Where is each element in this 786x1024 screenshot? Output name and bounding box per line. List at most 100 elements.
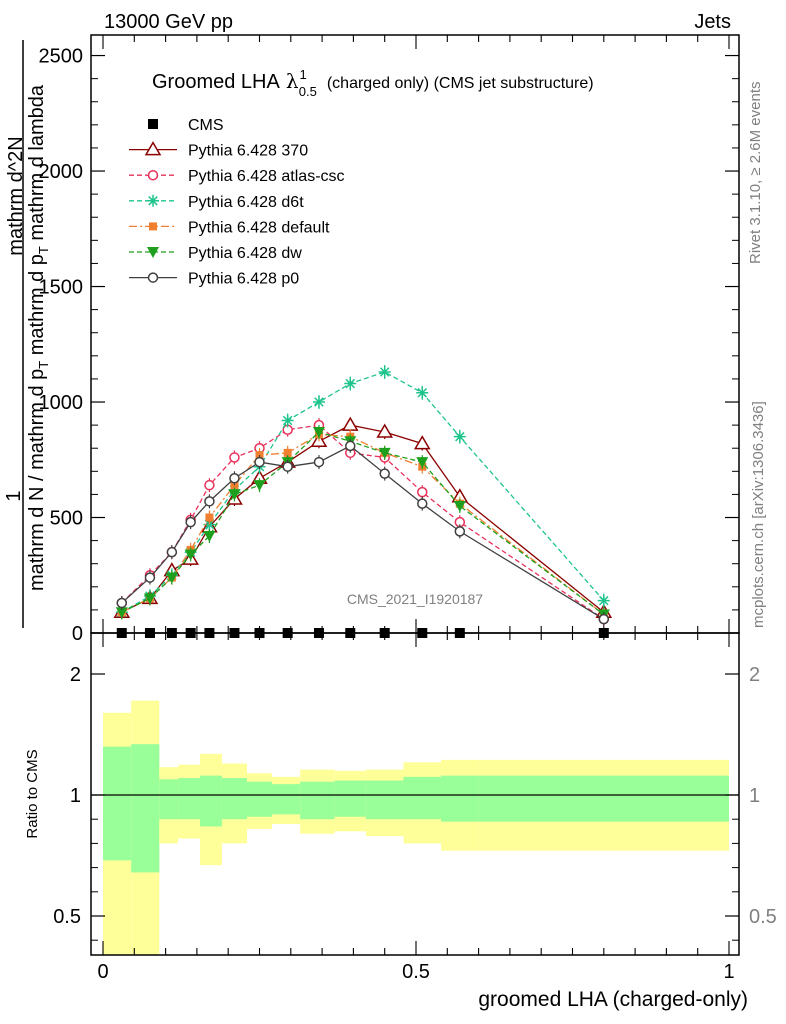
ratio-bands xyxy=(103,700,729,955)
rivet-label: Rivet 3.1.10, ≥ 2.6M events xyxy=(747,82,764,265)
legend-marker-d6t xyxy=(147,194,159,207)
header-right: Jets xyxy=(694,11,731,33)
point-d6t xyxy=(312,396,325,409)
ratio-tick-label-right: 1 xyxy=(749,785,760,807)
legend-label-d6t: Pythia 6.428 d6t xyxy=(188,194,304,211)
legend-label-dw: Pythia 6.428 dw xyxy=(188,245,302,262)
ratio-inner-band xyxy=(478,775,729,822)
ratio-inner-band xyxy=(221,778,247,820)
legend-label-p370: Pythia 6.428 370 xyxy=(188,143,308,160)
point-p0 xyxy=(313,456,325,468)
legend-entry-p370: Pythia 6.428 370 xyxy=(129,141,308,160)
point-atlas xyxy=(204,479,215,491)
point-default xyxy=(283,448,292,457)
x-tick-label: 0 xyxy=(97,961,108,983)
point-dw xyxy=(203,530,216,542)
legend-label-atlas: Pythia 6.428 atlas-csc xyxy=(188,168,345,185)
ratio-frame xyxy=(90,632,740,956)
ylabel-denominator: mathrm d N / mathrm d pT mathrm d pT mat… xyxy=(26,84,51,591)
ratio-inner-band xyxy=(272,784,301,815)
ratio-inner-band xyxy=(246,781,273,817)
point-p0 xyxy=(144,572,156,583)
watermark: CMS_2021_I1920187 xyxy=(347,591,483,607)
ylabel-one: 1 xyxy=(3,490,25,501)
ratio-inner-band xyxy=(403,776,442,820)
point-dw xyxy=(312,427,325,439)
point-p0 xyxy=(204,496,215,507)
point-p370 xyxy=(413,435,431,450)
ratio-inner-band xyxy=(131,744,160,873)
point-p0 xyxy=(254,456,265,468)
plot-title: Groomed LHA λ1 0.5 (charged only) (CMS jet … xyxy=(152,67,594,99)
legend-marker-default xyxy=(149,222,157,231)
legend-entry-p0: Pythia 6.428 p0 xyxy=(129,271,299,288)
point-dw xyxy=(228,489,241,501)
point-dw xyxy=(453,500,466,512)
series-p0 xyxy=(116,438,610,627)
ratio-inner-band xyxy=(300,781,335,820)
ratio-ylabel: Ratio to CMS xyxy=(24,749,41,838)
legend-entry-cms: CMS xyxy=(148,117,224,134)
legend-entry-atlas: Pythia 6.428 atlas-csc xyxy=(129,168,345,185)
y-tick-label: 500 xyxy=(50,508,83,530)
point-d6t xyxy=(416,386,429,399)
point-d6t xyxy=(378,365,391,378)
ratio-tick-label-right: 2 xyxy=(749,664,760,686)
legend: CMS Pythia 6.428 370 Pythia 6.428 atlas-cs… xyxy=(129,117,345,288)
legend-marker-p370 xyxy=(144,141,162,156)
point-p0 xyxy=(185,516,196,528)
point-p370 xyxy=(376,423,394,438)
legend-marker-atlas xyxy=(147,169,159,181)
y-tick-label: 1000 xyxy=(39,392,84,414)
point-d6t xyxy=(344,377,357,390)
y-tick-label: 2500 xyxy=(39,46,84,68)
ratio-inner-band xyxy=(103,746,132,861)
point-dw xyxy=(184,549,197,561)
y-tick-label: 0 xyxy=(72,623,83,645)
ratio-inner-band xyxy=(159,779,179,820)
main-series xyxy=(113,364,613,638)
ratio-inner-band xyxy=(441,775,479,822)
ratio-ticks: 0.5 0.5 1 1 2 2 0 0.5 1 xyxy=(53,633,777,983)
ratio-inner-band xyxy=(365,780,404,820)
legend-label-p0: Pythia 6.428 p0 xyxy=(188,271,299,288)
series-d6t xyxy=(115,364,610,620)
legend-label-cms: CMS xyxy=(188,117,224,134)
x-tick-label: 0.5 xyxy=(402,961,430,983)
point-d6t xyxy=(453,430,466,443)
series-line-p0 xyxy=(121,445,605,620)
point-p0 xyxy=(379,468,390,479)
point-d6t xyxy=(281,414,294,427)
main-ylabel: 1 mathrm d^2N mathrm d N / mathrm d pT m… xyxy=(3,40,51,628)
x-tick-label: 1 xyxy=(723,961,734,983)
series-line-d6t xyxy=(121,371,605,613)
legend-label-default: Pythia 6.428 default xyxy=(188,219,330,236)
point-p370 xyxy=(341,416,359,431)
point-dw xyxy=(416,457,429,469)
point-dw xyxy=(115,607,128,619)
point-p0 xyxy=(417,498,428,509)
y-tick-label: 1500 xyxy=(39,277,84,299)
mcplots-label: mcplots.cern.ch [arXiv:1306.3436] xyxy=(750,401,767,628)
legend-marker-p0 xyxy=(147,272,159,283)
main-ticks: 0 500 1000 1500 2000 2500 xyxy=(39,35,739,645)
ratio-inner-band xyxy=(334,780,366,817)
legend-entry-dw: Pythia 6.428 dw xyxy=(129,245,302,262)
point-dw xyxy=(165,572,178,584)
point-p0 xyxy=(166,546,178,558)
ratio-tick-label: 2 xyxy=(70,664,81,686)
y-tick-label: 2000 xyxy=(39,161,84,183)
ylabel-numerator: mathrm d^2N xyxy=(5,136,27,255)
ratio-inner-band xyxy=(200,775,222,827)
point-p0 xyxy=(454,526,466,537)
point-d6t xyxy=(597,594,610,607)
ratio-tick-label: 0.5 xyxy=(53,906,81,928)
legend-entry-d6t: Pythia 6.428 d6t xyxy=(129,194,304,211)
point-p0 xyxy=(116,597,128,609)
ratio-inner-band xyxy=(178,778,201,820)
series-dw xyxy=(115,425,610,622)
ratio-tick-label: 1 xyxy=(70,785,81,807)
point-dw xyxy=(378,447,391,459)
legend-marker-cms xyxy=(148,119,158,129)
